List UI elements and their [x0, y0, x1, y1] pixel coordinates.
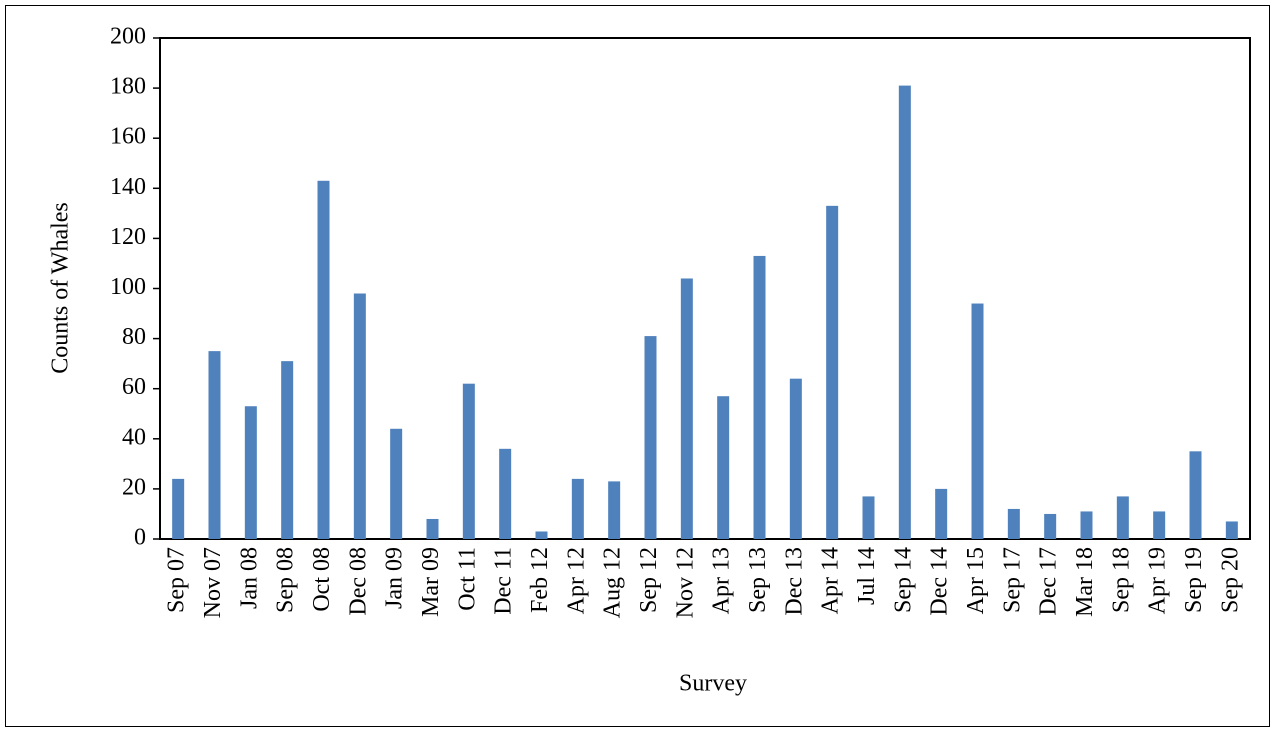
bar: [1189, 451, 1202, 539]
x-tick-label: Apr 14: [818, 547, 844, 614]
bar: [281, 361, 294, 539]
bar: [535, 531, 548, 539]
bar: [1153, 511, 1166, 539]
y-tick-label: 120: [110, 224, 146, 250]
x-tick-label: Mar 18: [1072, 547, 1098, 617]
x-tick-label: Nov 12: [672, 547, 698, 618]
x-tick-label: Jan 08: [236, 547, 262, 609]
bar: [753, 255, 766, 539]
bar: [935, 488, 948, 539]
x-tick-label: Sep 18: [1108, 547, 1134, 613]
y-tick-label: 180: [110, 74, 146, 100]
bar: [244, 406, 257, 539]
x-tick-label: Dec 11: [491, 547, 517, 615]
x-tick-label: Sep 20: [1217, 547, 1243, 613]
x-tick-label: Sep 13: [745, 547, 771, 613]
bar: [390, 428, 403, 539]
x-axis-label: Survey: [679, 671, 747, 697]
x-tick-label: Apr 12: [563, 547, 589, 614]
bar: [426, 518, 439, 539]
y-tick-label: 60: [122, 374, 146, 400]
x-tick-label: Sep 07: [164, 547, 190, 613]
y-tick-label: 140: [110, 174, 146, 200]
bar: [898, 85, 911, 539]
y-tick-label: 20: [122, 474, 146, 500]
bar: [1007, 508, 1020, 539]
x-tick-label: Jul 14: [854, 547, 880, 605]
bar: [499, 448, 512, 539]
x-tick-label: Apr 13: [709, 547, 735, 614]
x-tick-label: Aug 12: [600, 547, 626, 618]
x-tick-label: Dec 13: [781, 547, 807, 616]
bar: [1080, 511, 1093, 539]
x-tick-label: Sep 14: [890, 547, 916, 613]
x-tick-label: Apr 15: [963, 547, 989, 614]
y-tick-label: 40: [122, 424, 146, 450]
bar: [317, 180, 330, 539]
y-tick-label: 0: [134, 525, 146, 551]
bar: [172, 478, 185, 539]
bar: [1225, 521, 1238, 539]
x-tick-label: Oct 08: [309, 547, 335, 612]
x-tick-label: Apr 19: [1145, 547, 1171, 614]
bar: [571, 478, 584, 539]
bar: [680, 278, 693, 539]
chart-border: [5, 5, 1270, 727]
bar: [208, 351, 221, 539]
y-tick-label: 100: [110, 274, 146, 300]
x-tick-label: Dec 14: [927, 547, 953, 616]
x-tick-label: Oct 11: [454, 547, 480, 611]
bar: [717, 396, 730, 539]
x-tick-label: Sep 19: [1181, 547, 1207, 613]
x-tick-label: Sep 12: [636, 547, 662, 613]
bar: [608, 481, 621, 539]
bar: [353, 293, 366, 539]
bar: [462, 383, 475, 539]
bar: [826, 205, 839, 539]
bar: [971, 303, 984, 539]
x-tick-label: Sep 17: [999, 547, 1025, 613]
x-tick-label: Jan 09: [382, 547, 408, 609]
y-tick-label: 200: [110, 24, 146, 50]
bar: [862, 496, 875, 539]
bar: [1044, 513, 1057, 539]
x-tick-label: Mar 09: [418, 547, 444, 617]
bar: [789, 378, 802, 539]
bar: [1116, 496, 1129, 539]
x-tick-label: Dec 08: [345, 547, 371, 616]
x-tick-label: Dec 17: [1036, 547, 1062, 616]
x-tick-label: Feb 12: [527, 547, 553, 613]
x-tick-label: Nov 07: [200, 547, 226, 618]
bar: [644, 336, 657, 539]
y-axis-label: Counts of Whales: [48, 202, 74, 374]
x-tick-label: Sep 08: [273, 547, 299, 613]
y-tick-label: 80: [122, 324, 146, 350]
y-tick-label: 160: [110, 124, 146, 150]
